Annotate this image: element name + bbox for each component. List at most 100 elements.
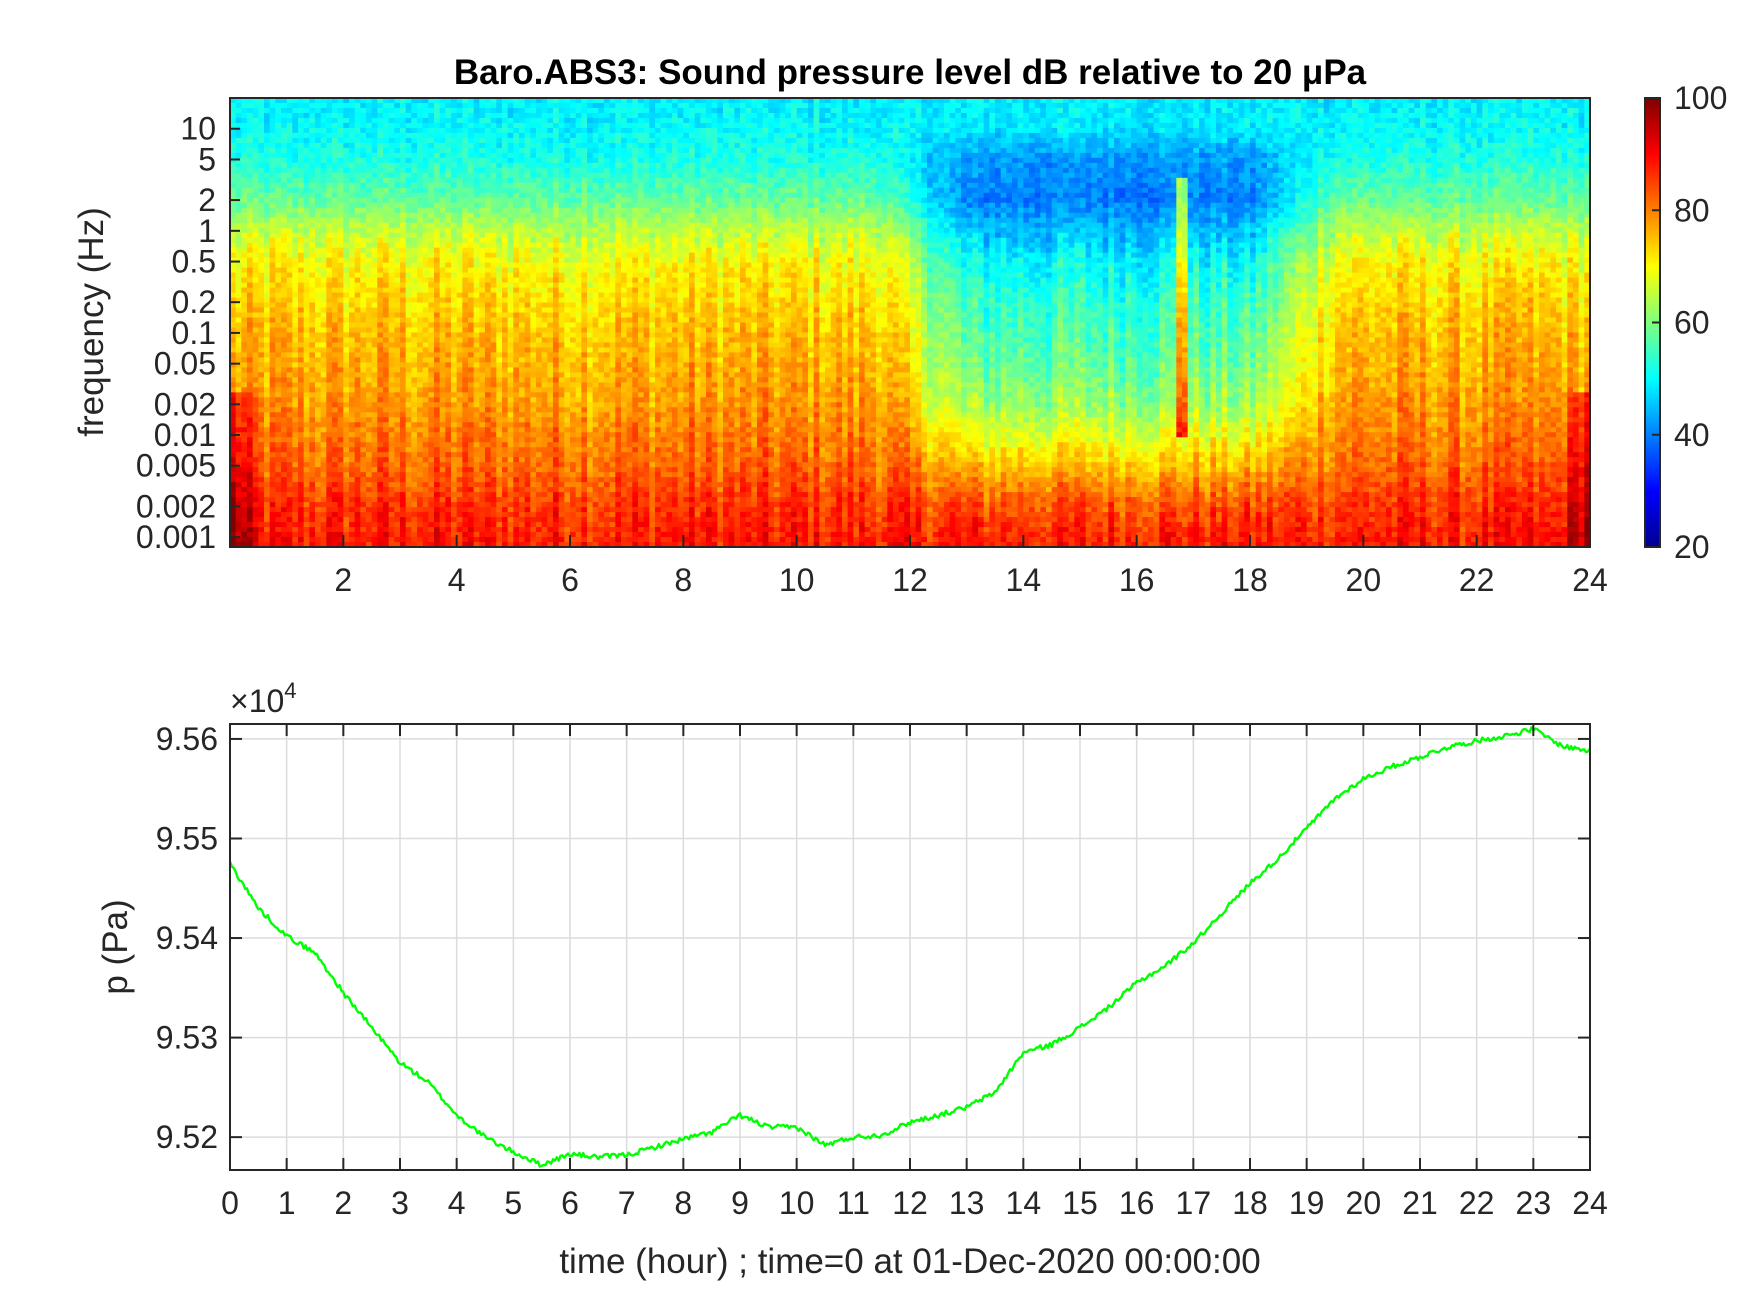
spectrogram-cell — [417, 202, 424, 209]
spectrogram-cell — [439, 422, 446, 428]
spectrogram-cell — [320, 412, 327, 418]
spectrogram-cell — [235, 427, 242, 433]
spectrogram-cell — [502, 487, 509, 493]
spectrogram-cell — [462, 527, 469, 533]
spectrogram-cell — [371, 527, 378, 533]
spectrogram-cell — [366, 107, 373, 114]
spectrogram-cell — [281, 242, 288, 249]
spectrogram-cell — [530, 487, 537, 493]
spectrogram-cell — [258, 217, 265, 224]
spectrogram-cell — [252, 357, 259, 364]
spectrogram-cell — [445, 527, 452, 533]
spectrogram-cell — [405, 422, 412, 428]
spectrogram-cell — [428, 392, 435, 398]
spectrogram-cell — [400, 157, 407, 164]
spectrogram-cell — [303, 307, 310, 314]
spectrogram-cell — [366, 287, 373, 294]
spectrogram-cell — [377, 352, 384, 359]
spectrogram-cell — [451, 307, 458, 314]
spectrogram-cell — [241, 367, 248, 373]
spectrogram-cell — [343, 172, 350, 179]
spectrogram-cell — [456, 467, 463, 473]
spectrogram-cell — [264, 292, 271, 299]
spectrogram-cell — [286, 532, 293, 538]
spectrogram-cell — [434, 402, 441, 408]
spectrogram-cell — [456, 117, 463, 124]
spectrogram-cell — [439, 472, 446, 478]
spectrogram-cell — [439, 517, 446, 523]
spectrogram-cell — [292, 397, 299, 403]
spectrogram-cell — [417, 147, 424, 154]
spectrogram-cell — [445, 98, 452, 104]
spectrogram-cell — [383, 152, 390, 159]
spectrogram-cell — [507, 207, 514, 214]
spectrogram-cell — [286, 277, 293, 284]
spectrogram-cell — [400, 382, 407, 388]
spectrogram-cell — [377, 397, 384, 403]
spectrogram-cell — [315, 117, 322, 124]
spectrogram-cell — [230, 527, 237, 533]
spectrogram-cell — [286, 257, 293, 264]
spectrogram-cell — [502, 432, 509, 438]
spectrogram-cell — [252, 262, 259, 269]
spectrogram-cell — [417, 207, 424, 214]
spectrogram-cell — [400, 537, 407, 543]
spectrogram-cell — [326, 257, 333, 264]
spectrogram-cell — [462, 232, 469, 239]
spectrogram-cell — [496, 242, 503, 249]
spectrogram-cell — [343, 442, 350, 448]
spectrogram-cell — [456, 172, 463, 179]
spectrogram-cell — [252, 162, 259, 169]
spectrogram-cell — [434, 352, 441, 359]
spectrogram-cell — [485, 102, 492, 109]
spectrogram-cell — [519, 447, 526, 453]
spectrogram-cell — [496, 232, 503, 239]
spectrogram-cell — [258, 147, 265, 154]
spectrogram-cell — [462, 482, 469, 488]
spectrogram-cell — [360, 242, 367, 249]
spectrogram-cell — [252, 467, 259, 473]
spectrogram-cell — [479, 117, 486, 124]
spectrogram-cell — [388, 372, 395, 378]
spectrogram-cell — [326, 117, 333, 124]
spectrogram-cell — [496, 512, 503, 518]
spectrogram-cell — [524, 477, 531, 483]
spectrogram-cell — [286, 332, 293, 339]
spectrogram-cell — [371, 132, 378, 139]
spectrogram-cell — [417, 307, 424, 314]
spectrogram-cell — [405, 502, 412, 508]
spectrogram-cell — [366, 172, 373, 179]
spectrogram-cell — [354, 372, 361, 378]
spectrogram-cell — [530, 312, 537, 319]
spectrogram-cell — [388, 277, 395, 284]
spectrogram-cell — [417, 497, 424, 503]
spectrogram-cell — [258, 482, 265, 488]
spectrogram-cell — [360, 392, 367, 398]
spectrogram-cell — [235, 217, 242, 224]
spectrogram-cell — [337, 517, 344, 523]
spectrogram-cell — [411, 277, 418, 284]
spectrogram-cell — [490, 357, 497, 364]
spectrogram-cell — [468, 132, 475, 139]
spectrogram-cell — [405, 232, 412, 239]
spectrogram-cell — [269, 177, 276, 184]
spectrogram-cell — [281, 442, 288, 448]
spectrogram-cell — [519, 147, 526, 154]
spectrogram-cell — [434, 342, 441, 349]
spectrogram-cell — [315, 537, 322, 543]
spectrogram-cell — [326, 412, 333, 418]
spectrogram-cell — [524, 267, 531, 274]
spectrogram-cell — [366, 487, 373, 493]
spectrogram-cell — [451, 207, 458, 214]
spectrogram-cell — [371, 142, 378, 149]
spectrogram-cell — [326, 242, 333, 249]
spectrogram-cell — [275, 312, 282, 319]
spectrogram-cell — [428, 402, 435, 408]
spectrogram-cell — [332, 497, 339, 503]
spectrogram-cell — [388, 392, 395, 398]
spectrogram-cell — [428, 252, 435, 259]
spectrogram-cell — [530, 477, 537, 483]
spectrogram-cell — [281, 282, 288, 289]
spectrogram-cell — [292, 242, 299, 249]
spectrogram-cell — [405, 482, 412, 488]
